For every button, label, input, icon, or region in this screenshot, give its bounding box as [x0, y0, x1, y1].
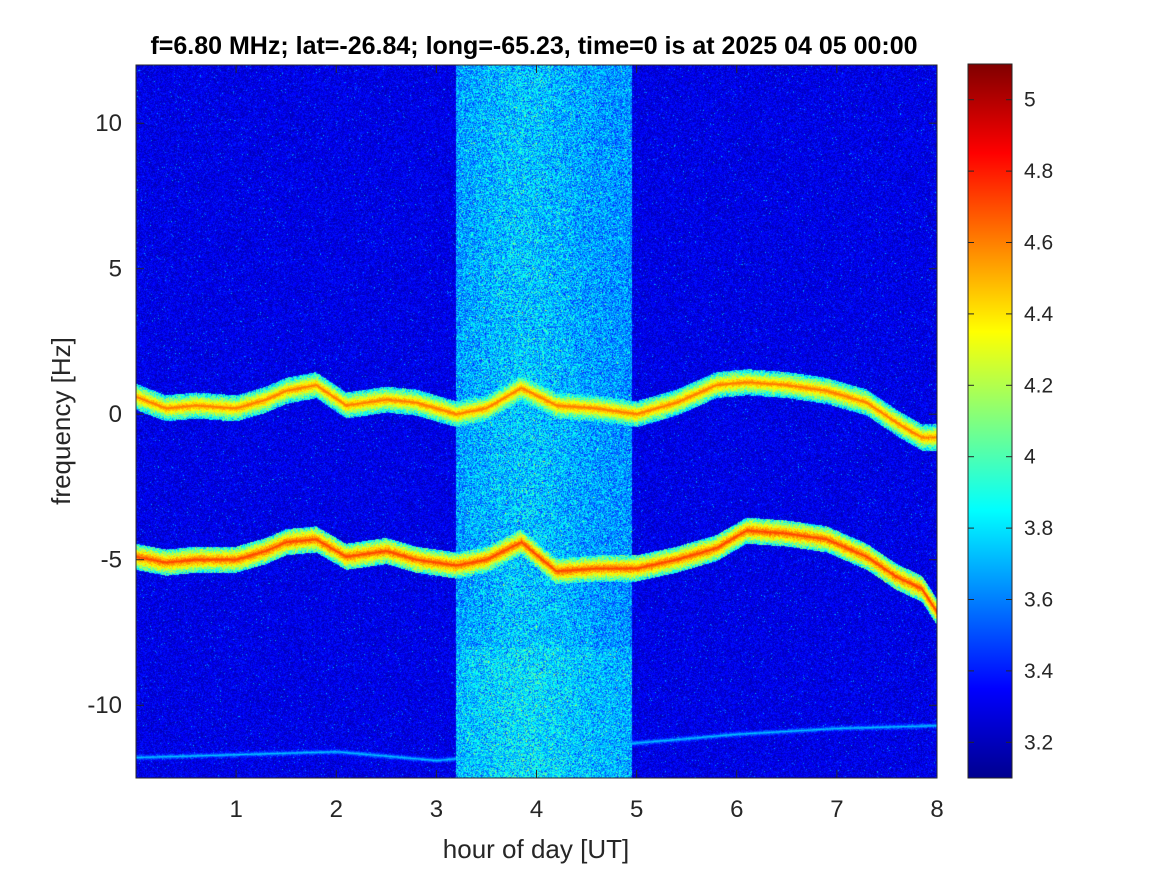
trace-line-2 — [135, 529, 938, 613]
x-tick-label: 8 — [930, 796, 943, 823]
y-tick-label: -10 — [87, 692, 122, 719]
y-axis-label: frequency [Hz] — [46, 337, 76, 505]
colorbar-tick-label: 3.2 — [1024, 731, 1053, 754]
y-tick-label: 10 — [95, 110, 122, 137]
y-tick-label: 5 — [109, 256, 122, 283]
colorbar-tick-label: 4.8 — [1024, 160, 1053, 183]
x-tick-label: 5 — [630, 796, 643, 823]
trace-line-1 — [135, 381, 923, 439]
trace-line-3 — [135, 725, 938, 762]
colorbar-tick-label: 3.4 — [1024, 660, 1054, 683]
x-axis-label: hour of day [UT] — [443, 834, 629, 864]
plot-area: 1 2 3 4 5 6 7 8 10 5 0 -5 -10 — [87, 64, 944, 823]
colorbar-ticks: 3.2 3.4 3.6 3.8 4 4.2 4.4 4.6 4.8 5 — [968, 89, 1054, 754]
x-tick-label: 1 — [229, 796, 242, 823]
y-tick-label: 0 — [109, 401, 122, 428]
spectrogram-heatmap — [136, 65, 937, 778]
colorbar-tick-label: 4.6 — [1024, 232, 1053, 255]
doppler-traces — [135, 381, 938, 762]
x-tick-label: 3 — [430, 796, 443, 823]
x-tick-label: 2 — [330, 796, 343, 823]
colorbar-tick-label: 4.4 — [1024, 303, 1054, 326]
colorbar-gradient — [967, 63, 1013, 779]
x-tick-label: 6 — [730, 796, 743, 823]
colorbar-tick-label: 4 — [1024, 446, 1036, 469]
colorbar: 3.2 3.4 3.6 3.8 4 4.2 4.4 4.6 4.8 5 — [967, 63, 1054, 779]
colorbar-tick-label: 3.8 — [1024, 517, 1053, 540]
colorbar-tick-label: 3.6 — [1024, 589, 1053, 612]
y-tick-label: -5 — [101, 547, 122, 574]
colorbar-tick-label: 5 — [1024, 89, 1036, 112]
y-axis: 10 5 0 -5 -10 — [87, 110, 937, 719]
chart-title: f=6.80 MHz; lat=-26.84; long=-65.23, tim… — [150, 32, 917, 60]
x-tick-label: 4 — [530, 796, 543, 823]
x-axis: 1 2 3 4 5 6 7 8 — [229, 65, 944, 823]
x-tick-label: 7 — [830, 796, 843, 823]
colorbar-tick-label: 4.2 — [1024, 374, 1053, 397]
